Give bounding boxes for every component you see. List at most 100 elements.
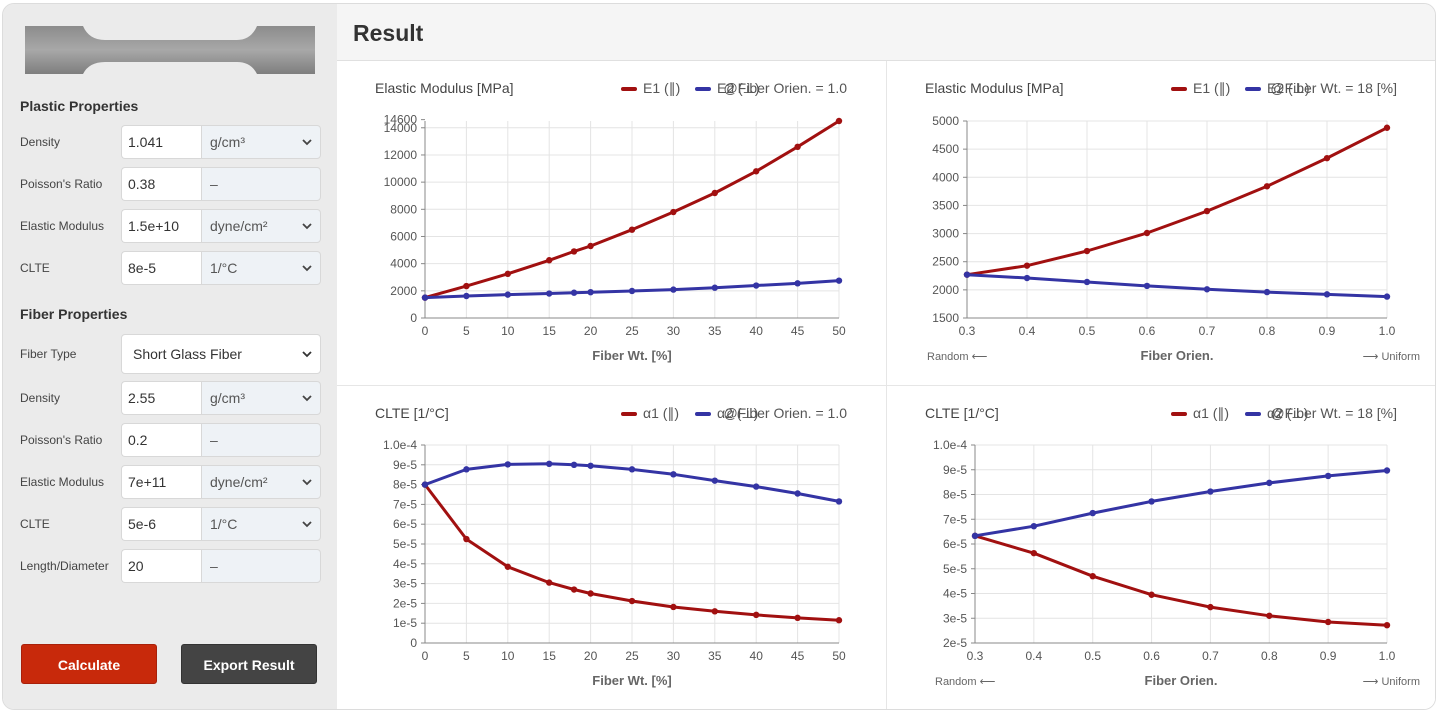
data-point bbox=[794, 143, 801, 151]
series-line-2 bbox=[424, 462, 840, 503]
data-point bbox=[794, 280, 801, 287]
data-point bbox=[1323, 154, 1331, 162]
data-point bbox=[628, 226, 636, 233]
x-tick-label: 0.8 bbox=[1259, 324, 1276, 338]
y-tick-label: 6e-5 bbox=[943, 537, 967, 551]
chevron-down-icon bbox=[302, 479, 312, 486]
unit-select[interactable]: 1/°C bbox=[201, 507, 321, 541]
series-line-2 bbox=[974, 469, 1388, 538]
y-tick-label: 2000 bbox=[390, 284, 417, 298]
data-point bbox=[587, 288, 594, 296]
unit-select[interactable]: dyne/cm² bbox=[201, 209, 321, 243]
fiber-type-label: Fiber Type bbox=[20, 347, 77, 361]
data-point bbox=[1324, 472, 1332, 480]
data-point bbox=[628, 597, 636, 605]
unit-select[interactable]: g/cm³ bbox=[201, 381, 321, 415]
data-point bbox=[711, 477, 718, 484]
unit-select[interactable]: 1/°C bbox=[201, 251, 321, 285]
series-line-1 bbox=[974, 534, 1388, 627]
property-row: Length/Diameter 20– bbox=[20, 549, 322, 583]
y-tick-label: 7e-5 bbox=[393, 497, 417, 511]
export-result-button[interactable]: Export Result bbox=[181, 644, 317, 684]
x-tick-label: 0.5 bbox=[1079, 324, 1096, 338]
data-point bbox=[1266, 612, 1273, 619]
data-point bbox=[711, 284, 718, 291]
x-tick-label: 0.4 bbox=[1026, 649, 1043, 663]
data-point bbox=[1089, 572, 1096, 580]
x-tick-label: 10 bbox=[501, 649, 515, 663]
data-point bbox=[835, 117, 843, 125]
property-row: Poisson's Ratio 0.38– bbox=[20, 167, 322, 201]
chart-title: Elastic Modulus [MPa] bbox=[925, 80, 1064, 96]
data-point bbox=[711, 189, 718, 197]
x-tick-label: 0.9 bbox=[1319, 324, 1336, 338]
property-value-input[interactable]: 0.2 bbox=[121, 423, 201, 457]
y-tick-label: 4e-5 bbox=[393, 557, 417, 571]
x-tick-label: 0.7 bbox=[1202, 649, 1219, 663]
unit-select[interactable]: g/cm³ bbox=[201, 125, 321, 159]
y-tick-label: 4000 bbox=[390, 257, 417, 271]
x-tick-label: 0.3 bbox=[967, 649, 984, 663]
y-tick-label: 3e-5 bbox=[943, 611, 967, 625]
property-value-input[interactable]: 2.55 bbox=[121, 381, 201, 415]
chart-panel-clte-vs-orientation: CLTE [1/°C] @Fiber Wt. = 18 [%] α1 (∥) α2 (… bbox=[887, 386, 1435, 709]
property-value-input[interactable]: 7e+11 bbox=[121, 465, 201, 499]
x-tick-label: 5 bbox=[463, 324, 470, 338]
unit-select[interactable]: dyne/cm² bbox=[201, 465, 321, 499]
data-point bbox=[1143, 229, 1151, 237]
unit-label: – bbox=[210, 176, 218, 192]
data-point bbox=[753, 282, 760, 289]
y-tick-label: 2e-5 bbox=[943, 636, 967, 650]
data-point bbox=[1143, 282, 1151, 290]
series-line-1 bbox=[424, 119, 840, 300]
x-tick-label: 0.6 bbox=[1143, 649, 1160, 663]
data-point bbox=[1266, 479, 1273, 487]
x-tick-label: 35 bbox=[708, 649, 722, 663]
property-row: Poisson's Ratio 0.2– bbox=[20, 423, 322, 457]
y-tick-label: 0 bbox=[410, 311, 417, 325]
data-point bbox=[504, 563, 511, 570]
data-point bbox=[835, 498, 843, 505]
y-tick-label: 3e-5 bbox=[393, 577, 417, 591]
x-axis-right-note: ⟶ Uniform bbox=[1363, 351, 1420, 363]
data-point bbox=[587, 462, 594, 469]
x-tick-label: 0.9 bbox=[1320, 649, 1337, 663]
data-point bbox=[1203, 286, 1211, 293]
property-value-input[interactable]: 1.041 bbox=[121, 125, 201, 159]
y-tick-label: 8000 bbox=[390, 202, 417, 216]
legend-label-2: α2 (⊥) bbox=[1267, 405, 1308, 421]
property-value-input[interactable]: 20 bbox=[121, 549, 201, 583]
series-line-1 bbox=[966, 126, 1388, 277]
data-point bbox=[1207, 603, 1214, 611]
data-point bbox=[628, 466, 636, 473]
y-tick-label: 5e-5 bbox=[943, 562, 967, 576]
property-value-input[interactable]: 5e-6 bbox=[121, 507, 201, 541]
data-point bbox=[587, 242, 594, 250]
fiber-type-select[interactable]: Short Glass Fiber bbox=[121, 334, 321, 374]
chevron-down-icon bbox=[302, 521, 312, 528]
y-tick-label: 4e-5 bbox=[943, 587, 967, 601]
property-value-input[interactable]: 1.5e+10 bbox=[121, 209, 201, 243]
chart-condition: @Fiber Orien. = 1.0 bbox=[723, 405, 847, 421]
y-tick-label: 5e-5 bbox=[393, 537, 417, 551]
x-tick-label: 25 bbox=[625, 324, 639, 338]
data-point bbox=[670, 471, 677, 478]
data-point bbox=[1207, 488, 1214, 495]
series-line-2 bbox=[424, 279, 840, 300]
y-tick-label: 9e-5 bbox=[393, 458, 417, 472]
data-point bbox=[504, 270, 511, 278]
property-value-input[interactable]: 0.38 bbox=[121, 167, 201, 201]
data-point bbox=[753, 168, 760, 175]
property-value-input[interactable]: 8e-5 bbox=[121, 251, 201, 285]
y-tick-label: 9e-5 bbox=[943, 463, 967, 477]
data-point bbox=[628, 287, 636, 295]
data-point bbox=[1383, 293, 1391, 300]
data-point bbox=[463, 292, 470, 300]
calculate-button[interactable]: Calculate bbox=[21, 644, 157, 684]
x-tick-label: 30 bbox=[667, 324, 681, 338]
x-tick-label: 30 bbox=[667, 649, 681, 663]
data-point bbox=[421, 481, 429, 488]
data-point bbox=[670, 286, 677, 293]
y-tick-label: 7e-5 bbox=[943, 512, 967, 526]
unit-label: – bbox=[210, 432, 218, 448]
